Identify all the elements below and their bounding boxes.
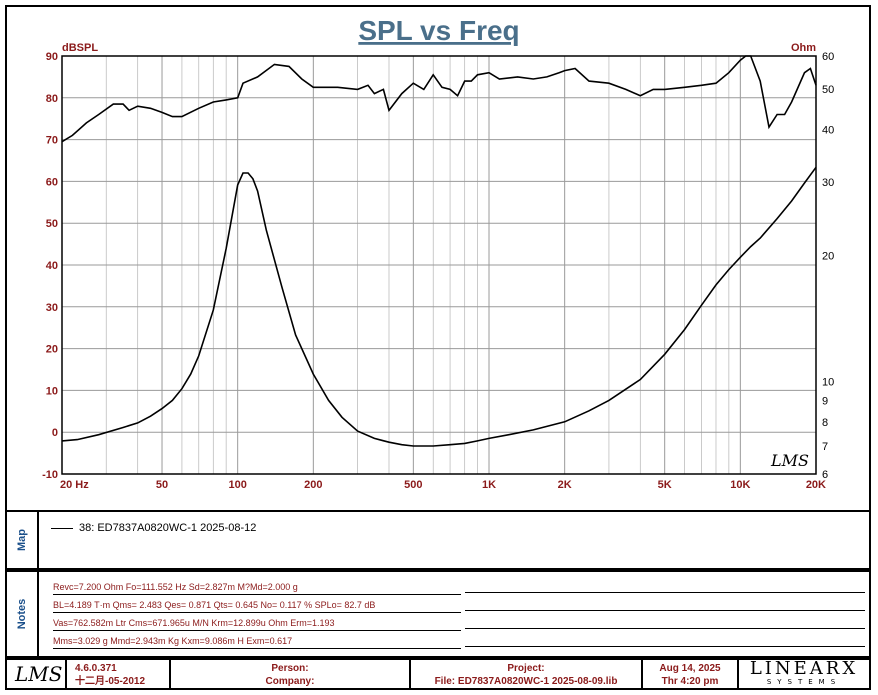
date-text: Aug 14, 2025 <box>659 663 721 674</box>
y-right-tick-label: 9 <box>822 395 828 407</box>
map-panel: Map 38: ED7837A0820WC-1 2025-08-12 <box>5 510 871 570</box>
x-tick-label: 2K <box>558 479 572 491</box>
y-right-tick-label: 50 <box>822 84 834 96</box>
footer-version-cell: 4.6.0.371 十二月-05-2012 <box>67 660 171 688</box>
y-right-tick-label: 30 <box>822 177 834 189</box>
map-tab: Map <box>7 512 39 568</box>
notes-tab: Notes <box>7 572 39 656</box>
notes-panel: Notes Revc=7.200 Ohm Fo=111.552 Hz Sd=2.… <box>5 570 871 658</box>
y-right-tick-label: 20 <box>822 250 834 262</box>
y-right-tick-label: 40 <box>822 125 834 137</box>
y-left-tick-label: -10 <box>42 469 58 481</box>
footer-brand-cell: LINEARX SYSTEMS <box>739 660 869 688</box>
footer-person-cell: Person: Company: <box>171 660 411 688</box>
project-label: Project: <box>507 663 545 674</box>
legend-entry-label: 38: ED7837A0820WC-1 2025-08-12 <box>79 522 257 534</box>
y-right-tick-label: 60 <box>822 51 834 63</box>
note-blank-line <box>465 610 865 611</box>
note-line-1: Revc=7.200 Ohm Fo=111.552 Hz Sd=2.827m M… <box>53 580 461 595</box>
legend-swatch <box>51 527 73 529</box>
footer-logo-cell: LMS <box>7 660 67 688</box>
legend-entry[interactable]: 38: ED7837A0820WC-1 2025-08-12 <box>51 522 256 534</box>
y-left-tick-label: 0 <box>52 427 58 439</box>
y-right-tick-label: 10 <box>822 376 834 388</box>
y-left-tick-label: 70 <box>46 135 58 147</box>
note-line-3: Vas=762.582m Ltr Cms=671.965u M/N Krm=12… <box>53 616 461 631</box>
note-line-4: Mms=3.029 g Mmd=2.943m Kg Kxm=9.086m H E… <box>53 634 461 649</box>
plot-area-border <box>61 55 817 475</box>
lms-watermark: LMS <box>770 451 809 470</box>
y-left-tick-label: 20 <box>46 344 58 356</box>
x-tick-label: 1K <box>482 479 496 491</box>
build-date-text: 十二月-05-2012 <box>75 676 146 687</box>
y-left-tick-label: 90 <box>46 51 58 63</box>
y-left-tick-label: 40 <box>46 260 58 272</box>
y-left-tick-label: 10 <box>46 385 58 397</box>
y-right-unit: Ohm <box>791 42 816 54</box>
chart-title: SPL vs Freq <box>358 15 519 46</box>
x-tick-label: 20K <box>806 479 826 491</box>
person-label: Person: <box>271 663 309 674</box>
x-tick-label: 500 <box>404 479 422 491</box>
y-left-unit: dBSPL <box>62 42 98 54</box>
version-text: 4.6.0.371 <box>75 663 117 674</box>
y-left-tick-label: 80 <box>46 93 58 105</box>
note-blank-line <box>465 646 865 647</box>
linearx-sub: SYSTEMS <box>766 678 842 686</box>
note-line-2: BL=4.189 T·m Qms= 2.483 Qes= 0.871 Qts= … <box>53 598 461 613</box>
note-blank-line <box>465 592 865 593</box>
x-tick-label: 200 <box>304 479 322 491</box>
linearx-logo: LINEARX <box>749 658 859 679</box>
x-tick-label: 100 <box>228 479 246 491</box>
y-right-tick-label: 7 <box>822 441 828 453</box>
y-left-tick-label: 30 <box>46 302 58 314</box>
x-tick-label: 5K <box>658 479 672 491</box>
x-tick-label: 20 Hz <box>60 479 89 491</box>
spl-vs-freq-chart: SPL vs Freq dBSPL Ohm 908070605040302010… <box>42 15 834 491</box>
note-blank-line <box>465 628 865 629</box>
company-label: Company: <box>265 676 315 687</box>
spl-curve <box>61 55 817 143</box>
y-right-tick-label: 6 <box>822 469 828 481</box>
footer-project-cell: Project: File: ED7837A0820WC-1 2025-08-0… <box>411 660 643 688</box>
y-right-tick-label: 8 <box>822 417 828 429</box>
footer-bar: LMS 4.6.0.371 十二月-05-2012 Person: Compan… <box>5 658 871 690</box>
lms-logo: LMS <box>15 662 63 686</box>
x-tick-label: 50 <box>156 479 168 491</box>
y-left-tick-label: 60 <box>46 176 58 188</box>
notes-tab-label: Notes <box>16 598 28 630</box>
y-left-tick-label: 50 <box>46 218 58 230</box>
impedance-curve <box>61 166 817 447</box>
footer-date-cell: Aug 14, 2025 Thr 4:20 pm <box>643 660 739 688</box>
x-tick-label: 10K <box>730 479 750 491</box>
file-label: File: ED7837A0820WC-1 2025-08-09.lib <box>434 676 618 687</box>
time-text: Thr 4:20 pm <box>661 676 719 687</box>
map-tab-label: Map <box>16 529 28 551</box>
